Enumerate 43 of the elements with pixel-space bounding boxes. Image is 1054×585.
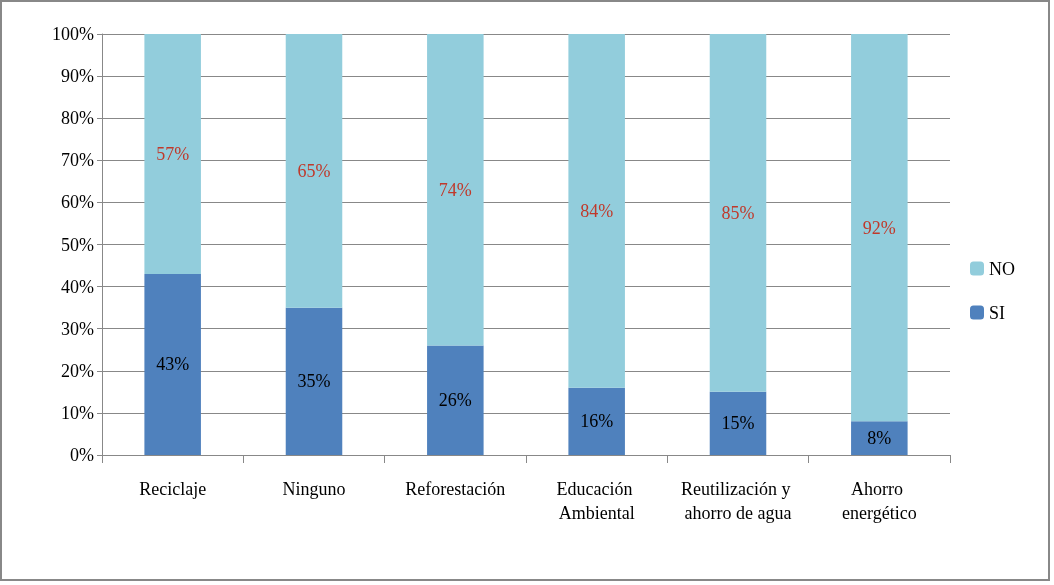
y-tick-label: 20%: [61, 360, 94, 381]
y-tick-label: 40%: [61, 276, 94, 297]
data-label: 57%: [156, 143, 190, 164]
data-label: 43%: [156, 354, 190, 375]
bar: [709, 34, 767, 392]
bar: [144, 34, 201, 274]
bar: [427, 345, 484, 455]
bar: [851, 34, 908, 422]
data-label: 15%: [721, 413, 755, 434]
x-tick-label: Reforestación: [405, 479, 506, 499]
bar: [568, 387, 625, 455]
data-label: 85%: [721, 202, 755, 223]
bar: [568, 34, 625, 388]
y-tick-label: 60%: [61, 192, 94, 213]
y-tick-label: 100%: [52, 24, 94, 44]
data-label: 74%: [438, 179, 472, 200]
data-label: 65%: [297, 160, 331, 181]
data-label: 16%: [580, 411, 614, 432]
x-tick-label: Reciclaje: [139, 479, 207, 499]
x-tick-label: Ninguno: [282, 479, 346, 499]
legend-label: NO: [989, 258, 1015, 279]
y-tick-label: 0%: [70, 445, 94, 465]
y-tick-label: 10%: [61, 402, 94, 423]
y-tick-label: 30%: [61, 318, 94, 339]
bar: [709, 391, 767, 455]
bar: [285, 307, 343, 455]
data-label: 35%: [297, 371, 331, 392]
y-tick-label: 50%: [61, 234, 94, 255]
bar: [851, 421, 908, 455]
bar: [285, 34, 343, 308]
data-label: 26%: [438, 390, 472, 411]
data-label: 8%: [867, 428, 892, 449]
data-label: 84%: [580, 200, 614, 221]
x-tick-label: Ahorro energético: [842, 479, 917, 523]
x-tick-label: Educación Ambiental: [556, 479, 637, 523]
bar: [144, 273, 201, 455]
y-tick-label: 70%: [61, 150, 94, 171]
x-tick-label: Reutilización y ahorro de agua: [681, 479, 795, 523]
data-label: 92%: [862, 217, 896, 238]
y-tick-label: 80%: [61, 108, 94, 129]
y-tick-label: 90%: [61, 66, 94, 87]
legend-label: SI: [989, 302, 1006, 323]
bar: [427, 34, 484, 346]
